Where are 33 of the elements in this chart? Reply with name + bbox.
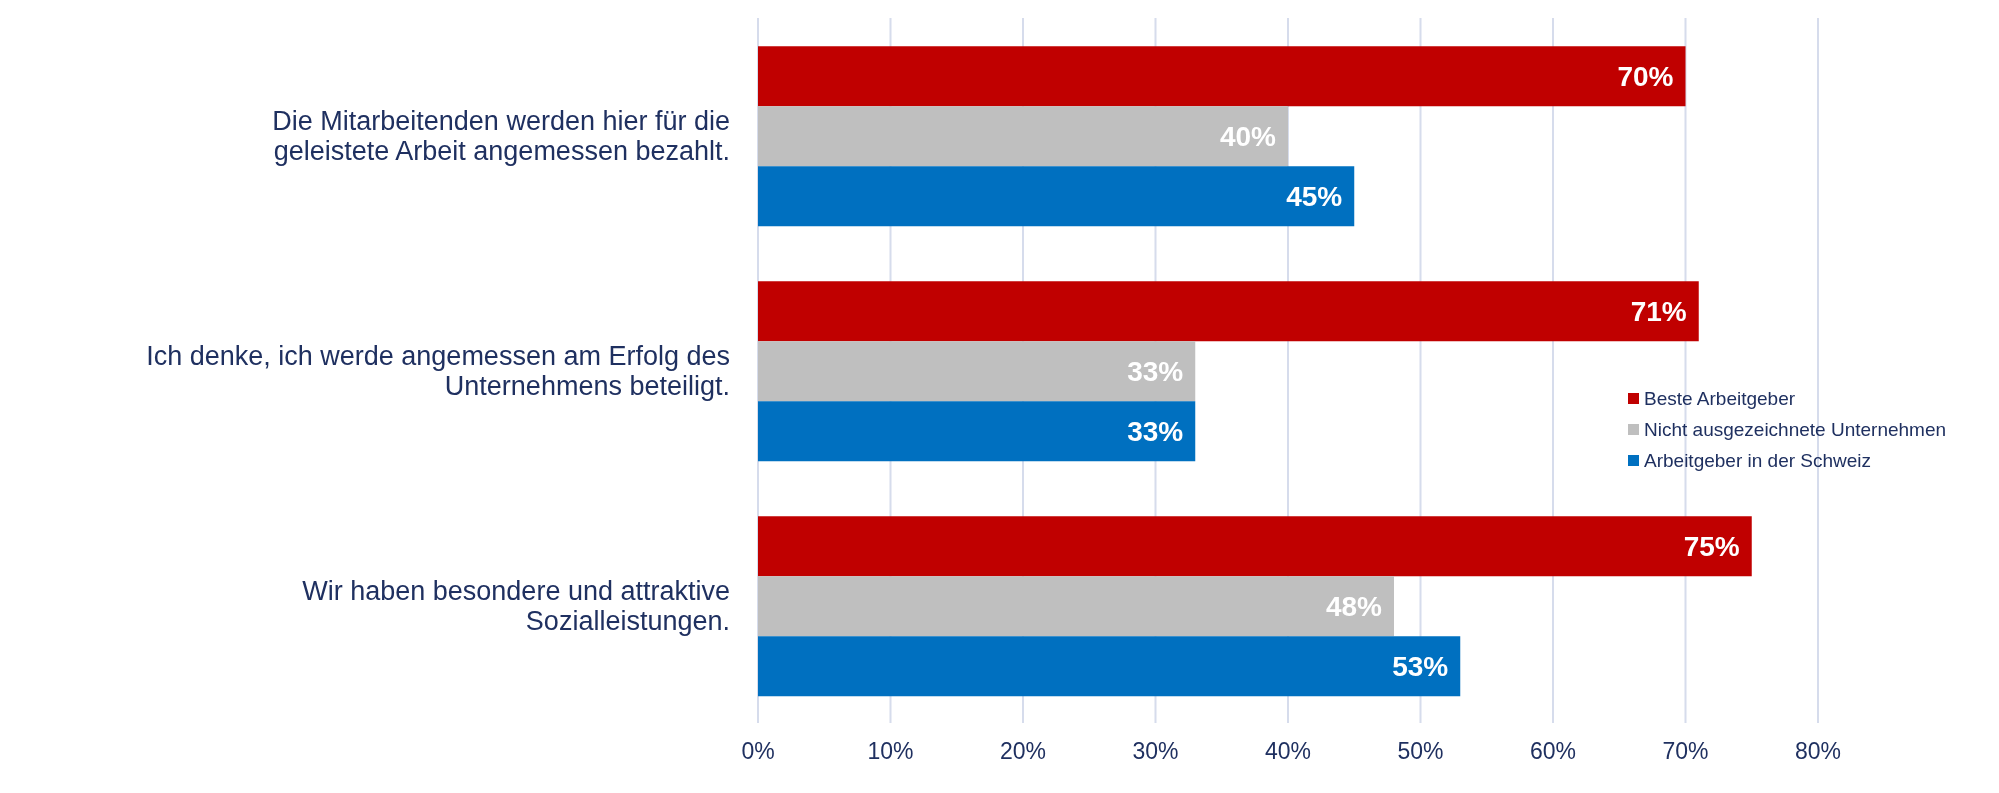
bar [758,401,1196,462]
x-tick-label: 40% [1264,738,1312,765]
data-label: 33% [1127,356,1184,388]
y-tick-label: Die Mitarbeitenden werden hier für die geleistete Arbeit angemessen bezahlt. [272,105,730,166]
bar [758,281,1699,342]
legend-label: Arbeitgeber in der Schweiz [1644,449,1872,473]
bar [758,341,1196,402]
data-label: 40% [1219,121,1277,153]
y-tick-label: Wir haben besondere und attraktive Sozialleistungen. [302,575,730,636]
bar [758,576,1394,637]
bar [758,166,1355,227]
x-tick-label: 70% [1662,738,1709,765]
data-label: 75% [1683,531,1740,563]
legend-label: Beste Arbeitgeber [1644,387,1796,411]
data-label: 71% [1630,296,1687,328]
x-tick-label: 60% [1529,738,1577,765]
x-tick-label: 30% [1132,738,1179,765]
x-tick-label: 10% [867,738,914,765]
data-label: 45% [1286,181,1343,213]
y-tick-label: Ich denke, ich werde angemessen am Erfolg des Unternehmens beteiligt. [146,340,730,401]
bar [758,516,1752,577]
data-label: 48% [1325,591,1383,623]
x-tick-label: 50% [1397,738,1444,765]
x-tick-label: 80% [1794,738,1842,765]
x-tick-label: 0% [741,738,775,765]
legend-label: Nicht ausgezeichnete Unternehmen [1644,418,1947,442]
data-label: 33% [1127,416,1184,448]
data-label: 53% [1392,651,1449,683]
x-tick-label: 20% [999,738,1047,765]
bar [758,636,1461,697]
data-label: 70% [1617,61,1674,93]
bar [758,106,1288,167]
bar [758,46,1686,107]
